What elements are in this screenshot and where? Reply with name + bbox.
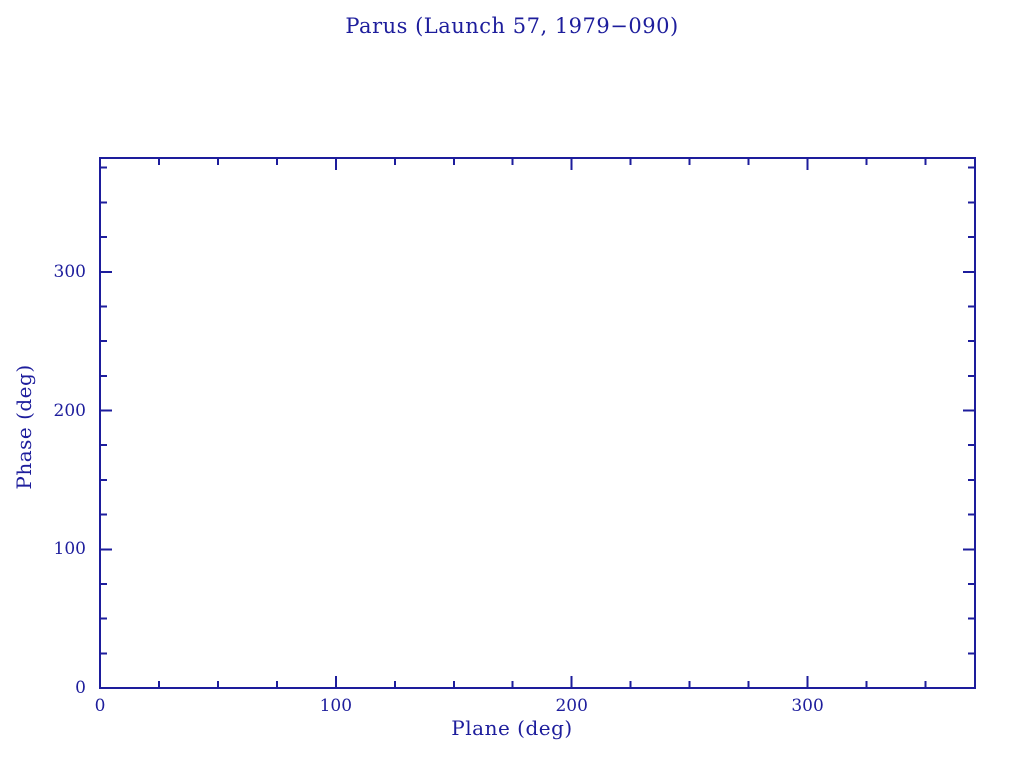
- x-axis-tick-label: 300: [791, 696, 824, 716]
- y-axis-tick-label: 300: [53, 261, 86, 282]
- y-axis-tick-label: 0: [75, 678, 86, 698]
- x-axis-tick-label: 0: [94, 696, 106, 716]
- y-axis-tick-label: 100: [53, 539, 86, 560]
- y-axis-title: Phase (deg): [12, 364, 36, 490]
- x-axis-tick-label: 200: [555, 696, 588, 716]
- x-axis-title: Plane (deg): [451, 716, 573, 740]
- x-axis-tick-label: 100: [319, 696, 353, 716]
- page-title: Parus (Launch 57, 1979−090): [345, 14, 679, 38]
- y-axis-tick-label: 200: [53, 400, 86, 421]
